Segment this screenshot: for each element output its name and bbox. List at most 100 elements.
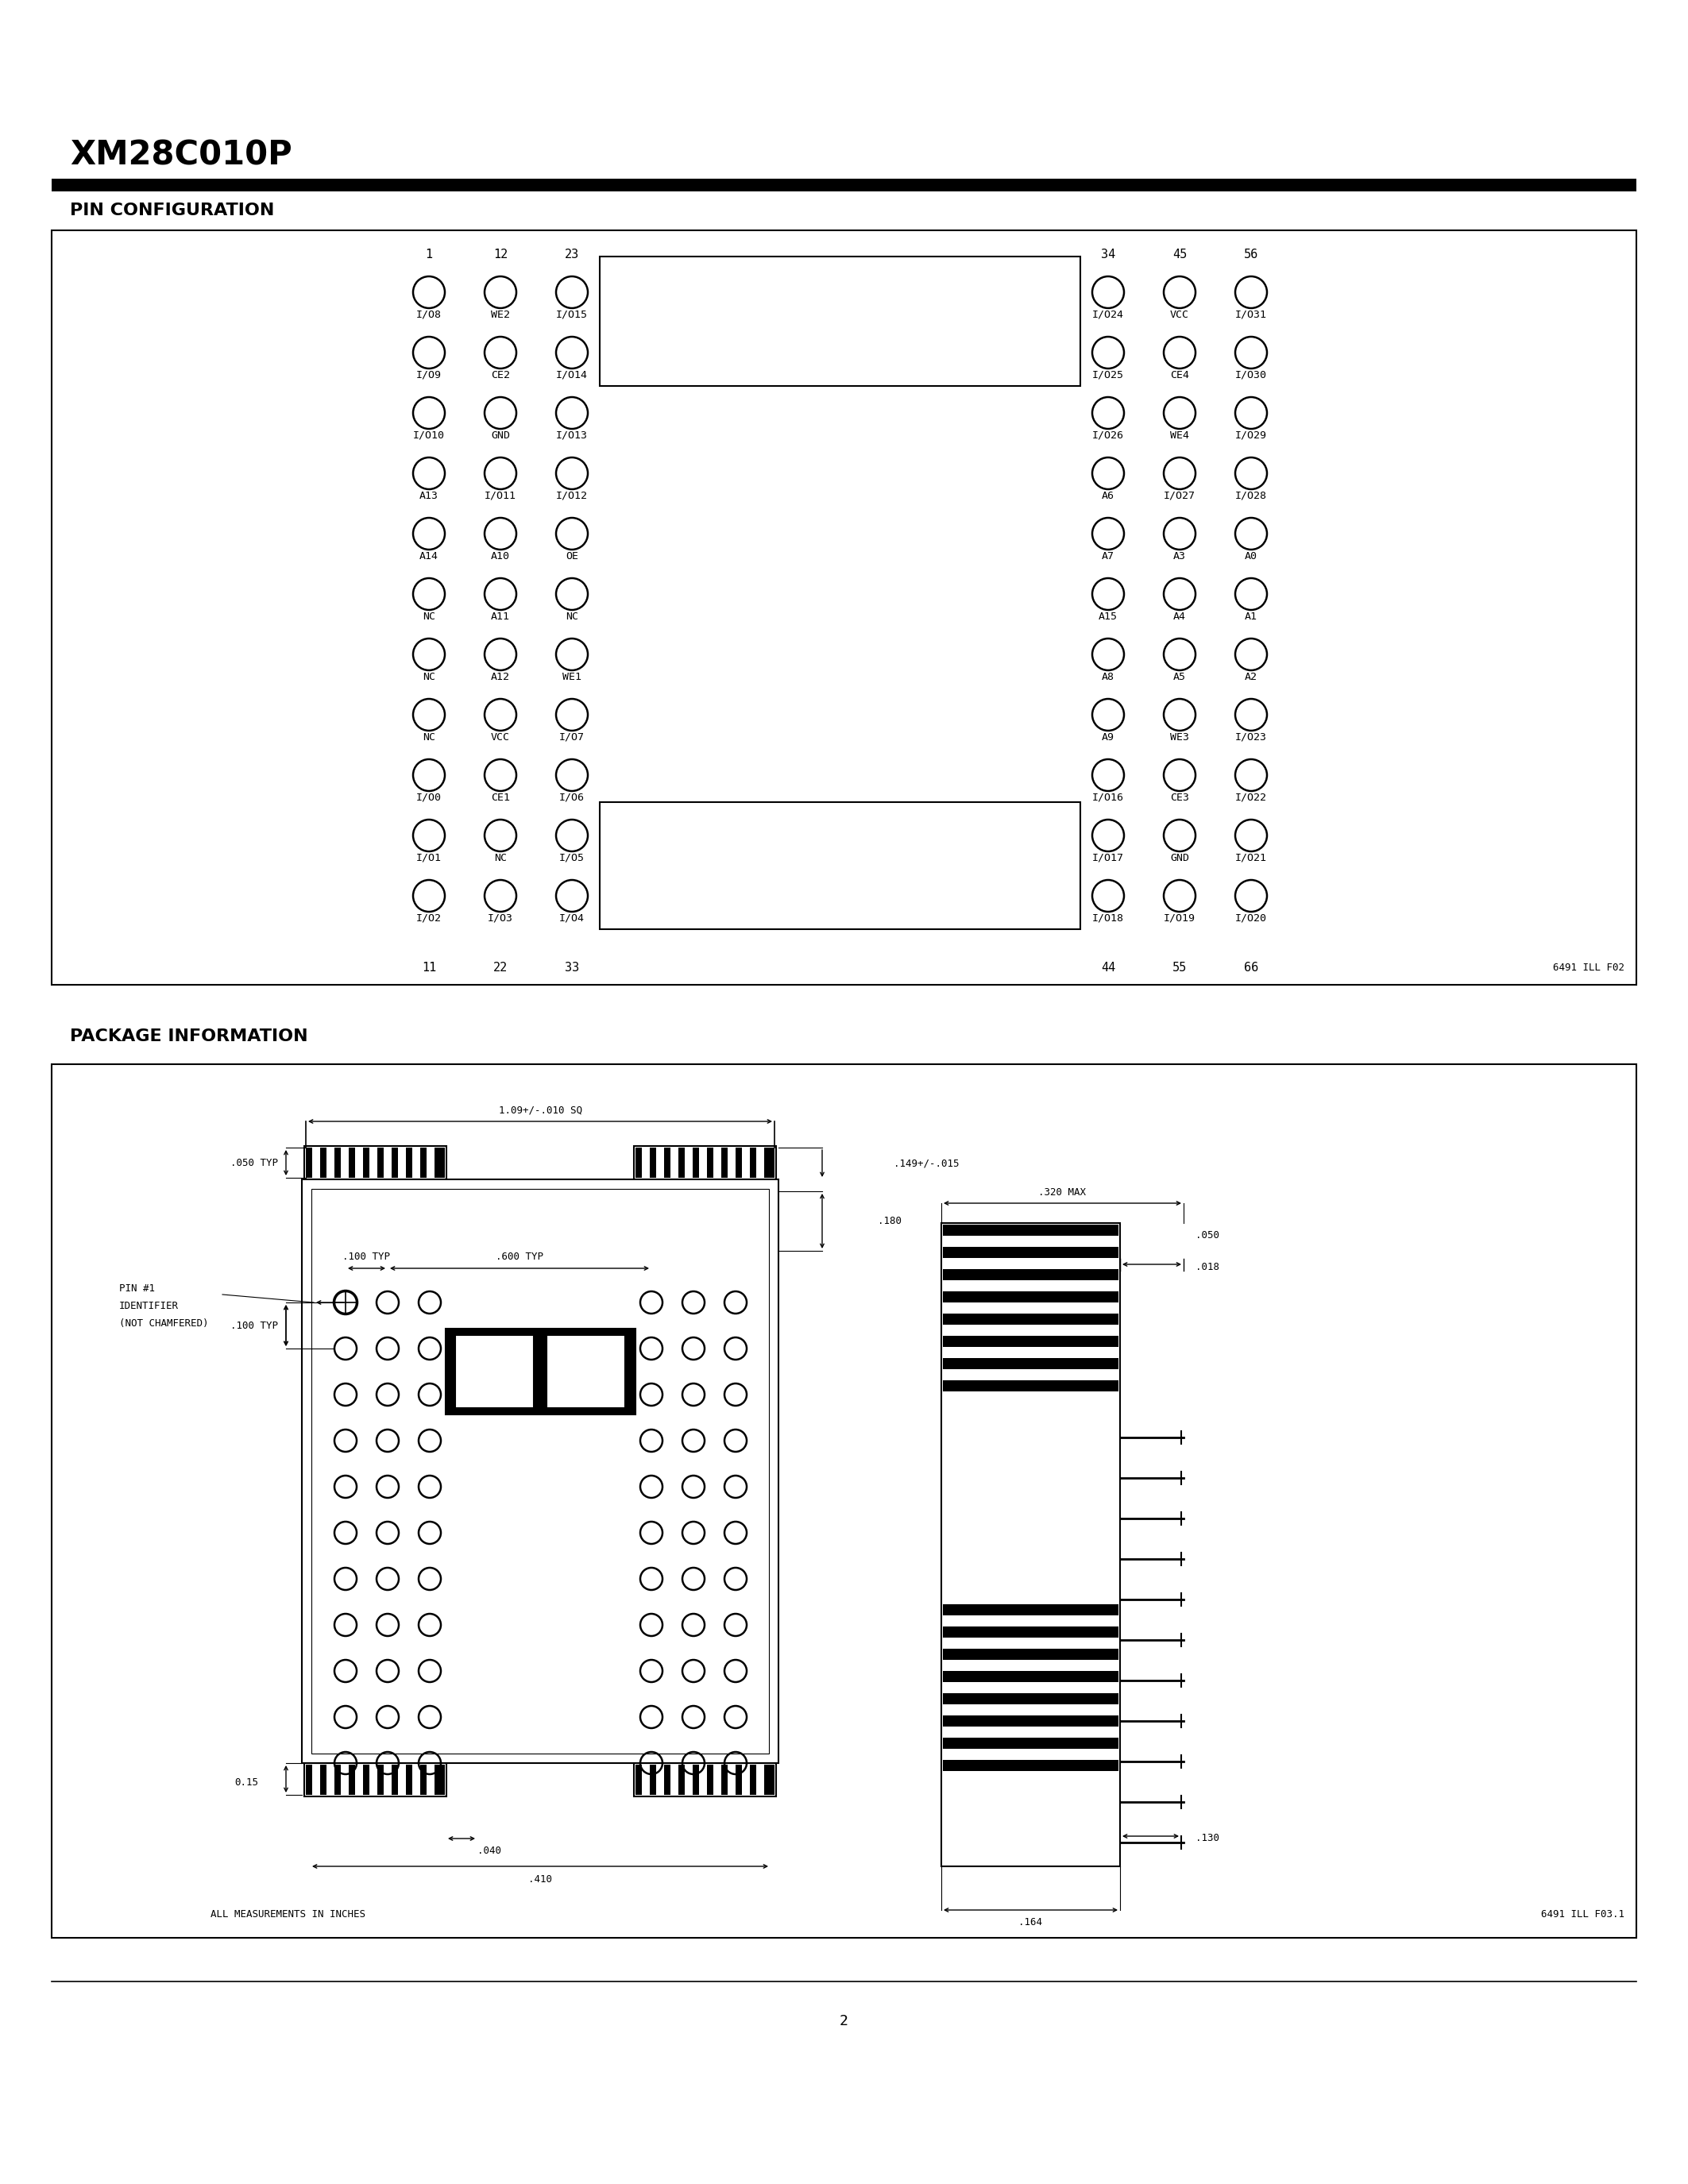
Text: ALL MEASUREMENTS IN INCHES: ALL MEASUREMENTS IN INCHES — [211, 1909, 365, 1920]
Text: PACKAGE INFORMATION: PACKAGE INFORMATION — [69, 1029, 307, 1044]
Bar — [412, 1147, 420, 1177]
Text: 1.09+/-.010 SQ: 1.09+/-.010 SQ — [498, 1105, 582, 1116]
Text: .164: .164 — [1018, 1918, 1041, 1928]
Text: I/O19: I/O19 — [1163, 913, 1195, 924]
Bar — [370, 1765, 378, 1795]
Bar — [699, 1147, 707, 1177]
Text: A11: A11 — [491, 612, 510, 622]
Bar — [326, 1765, 334, 1795]
Text: NC: NC — [565, 612, 579, 622]
Bar — [370, 1147, 378, 1177]
Bar — [446, 1328, 635, 1415]
Text: IDENTIFIER: IDENTIFIER — [120, 1299, 179, 1310]
Text: .050: .050 — [1195, 1230, 1219, 1241]
Text: I/O7: I/O7 — [559, 732, 584, 743]
Bar — [944, 1738, 1119, 1749]
Text: I/O27: I/O27 — [1163, 491, 1195, 500]
Text: I/O30: I/O30 — [1236, 369, 1268, 380]
Text: I/O6: I/O6 — [559, 793, 584, 802]
Bar — [657, 1765, 663, 1795]
Text: I/O1: I/O1 — [417, 852, 442, 863]
Text: I/O15: I/O15 — [555, 310, 587, 319]
Bar — [641, 1147, 650, 1177]
Text: 6491 ILL F03.1: 6491 ILL F03.1 — [1541, 1909, 1624, 1920]
Text: GND: GND — [1170, 852, 1188, 863]
Text: VCC: VCC — [1170, 310, 1188, 319]
Text: I/O9: I/O9 — [417, 369, 442, 380]
Bar — [942, 1223, 1121, 1867]
Text: A14: A14 — [419, 550, 439, 561]
Bar — [599, 802, 1080, 928]
Text: I/O5: I/O5 — [559, 852, 584, 863]
Bar — [743, 1147, 749, 1177]
Text: I/O25: I/O25 — [1092, 369, 1124, 380]
Text: CE4: CE4 — [1170, 369, 1188, 380]
Text: .149+/-.015: .149+/-.015 — [893, 1158, 959, 1168]
Bar — [944, 1337, 1119, 1348]
Text: PIN #1: PIN #1 — [120, 1282, 155, 1293]
Bar — [641, 1765, 650, 1795]
Bar — [635, 1765, 775, 1795]
Bar — [944, 1313, 1119, 1326]
Bar — [635, 1762, 776, 1797]
Text: 6491 ILL F02: 6491 ILL F02 — [1553, 963, 1624, 972]
Bar — [354, 1765, 363, 1795]
Text: NC: NC — [422, 612, 436, 622]
Text: CE2: CE2 — [491, 369, 510, 380]
Bar — [756, 1765, 765, 1795]
Text: .410: .410 — [528, 1874, 552, 1885]
Bar — [52, 1064, 1636, 1937]
Text: GND: GND — [491, 430, 510, 441]
Text: I/O16: I/O16 — [1092, 793, 1124, 802]
Bar — [304, 1147, 446, 1179]
Text: NC: NC — [495, 852, 506, 863]
Text: 22: 22 — [493, 961, 508, 974]
Text: I/O10: I/O10 — [414, 430, 446, 441]
Bar — [944, 1269, 1119, 1280]
Bar — [427, 1765, 434, 1795]
Text: I/O17: I/O17 — [1092, 852, 1124, 863]
Bar — [944, 1671, 1119, 1682]
Text: 2: 2 — [839, 2014, 847, 2029]
Bar — [657, 1147, 663, 1177]
Text: 12: 12 — [493, 249, 508, 260]
Text: I/O13: I/O13 — [555, 430, 587, 441]
Bar — [944, 1627, 1119, 1638]
Bar — [685, 1147, 692, 1177]
Text: WE4: WE4 — [1170, 430, 1188, 441]
Text: I/O28: I/O28 — [1236, 491, 1268, 500]
Bar — [944, 1714, 1119, 1728]
Text: I/O22: I/O22 — [1236, 793, 1268, 802]
Bar — [944, 1605, 1119, 1616]
Text: I/O29: I/O29 — [1236, 430, 1268, 441]
Text: .050 TYP: .050 TYP — [230, 1158, 279, 1168]
Bar — [944, 1760, 1119, 1771]
Text: .320 MAX: .320 MAX — [1038, 1186, 1085, 1197]
Text: 11: 11 — [422, 961, 436, 974]
Text: 0.15: 0.15 — [235, 1778, 258, 1789]
Text: I/O12: I/O12 — [555, 491, 587, 500]
Text: .180: .180 — [878, 1216, 901, 1225]
Text: I/O18: I/O18 — [1092, 913, 1124, 924]
Text: .100 TYP: .100 TYP — [230, 1321, 279, 1330]
Text: A1: A1 — [1244, 612, 1258, 622]
Text: A3: A3 — [1173, 550, 1187, 561]
Text: (NOT CHAMFERED): (NOT CHAMFERED) — [120, 1317, 209, 1328]
Bar — [398, 1147, 405, 1177]
Text: I/O11: I/O11 — [484, 491, 517, 500]
Text: 56: 56 — [1244, 249, 1258, 260]
Text: I/O21: I/O21 — [1236, 852, 1268, 863]
Bar — [944, 1693, 1119, 1704]
Bar — [52, 179, 1636, 192]
Bar — [756, 1147, 765, 1177]
Text: CE1: CE1 — [491, 793, 510, 802]
Text: A0: A0 — [1244, 550, 1258, 561]
Bar — [311, 1188, 770, 1754]
Text: PIN CONFIGURATION: PIN CONFIGURATION — [69, 203, 275, 218]
Text: I/O0: I/O0 — [417, 793, 442, 802]
Text: 34: 34 — [1101, 249, 1116, 260]
Text: A12: A12 — [491, 670, 510, 681]
Text: A9: A9 — [1102, 732, 1114, 743]
Bar — [383, 1147, 392, 1177]
Bar — [944, 1225, 1119, 1236]
